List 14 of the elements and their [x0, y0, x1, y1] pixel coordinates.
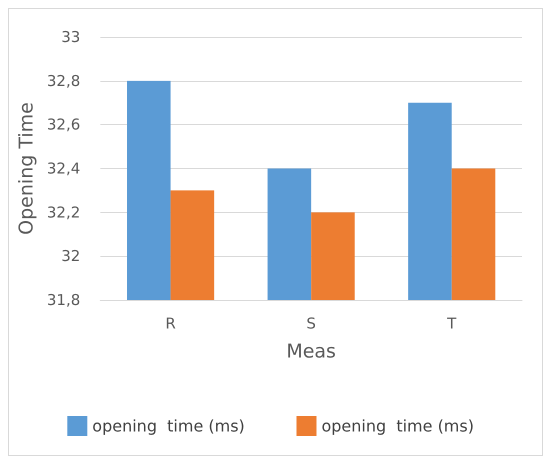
x-tick-label: T — [446, 314, 458, 332]
y-tick-label: 32 — [61, 247, 80, 266]
legend-label: opening time (ms) — [92, 416, 245, 436]
x-tick-label: S — [306, 314, 316, 332]
x-axis-title: Meas — [286, 340, 336, 362]
y-tick-label: 32,6 — [46, 116, 80, 134]
y-tick-label: 32,2 — [46, 203, 80, 222]
legend-label: opening time (ms) — [321, 416, 474, 436]
x-tick-label: R — [165, 314, 176, 332]
y-tick-label: 33 — [61, 28, 80, 46]
y-axis-title: Opening Time — [16, 102, 38, 235]
y-tick-label: 31,8 — [46, 291, 80, 309]
y-tick-label: 32,4 — [46, 160, 80, 178]
y-tick-label: 32,8 — [46, 72, 80, 90]
